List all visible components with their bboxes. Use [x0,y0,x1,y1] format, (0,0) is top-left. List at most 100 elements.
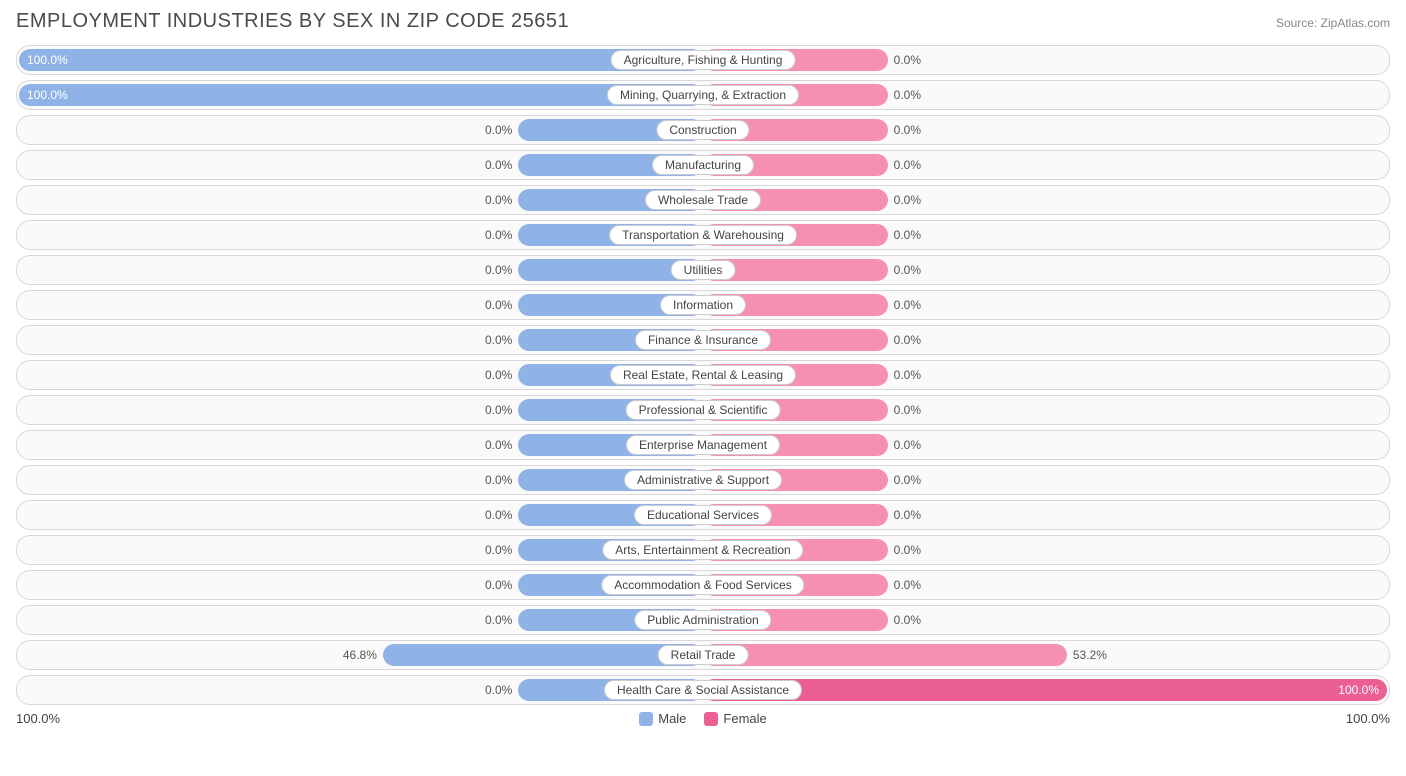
row-category-label: Information [660,295,746,315]
male-bar: 100.0% [19,49,703,71]
female-half: 0.0% [703,154,1387,176]
male-half: 0.0% [19,434,703,456]
male-half: 0.0% [19,224,703,246]
row-category-label: Mining, Quarrying, & Extraction [607,85,799,105]
chart-row: 0.0%0.0%Arts, Entertainment & Recreation [16,535,1390,565]
row-category-label: Wholesale Trade [645,190,761,210]
male-pct-label: 0.0% [485,158,512,172]
male-bar: 100.0% [19,84,703,106]
chart-title: EMPLOYMENT INDUSTRIES BY SEX IN ZIP CODE… [16,10,569,33]
axis-right-label: 100.0% [767,711,1390,726]
row-category-label: Finance & Insurance [635,330,771,350]
male-half: 0.0% [19,469,703,491]
chart-legend: Male Female [639,711,767,726]
row-category-label: Agriculture, Fishing & Hunting [611,50,796,70]
female-half: 0.0% [703,504,1387,526]
row-category-label: Health Care & Social Assistance [604,680,802,700]
male-pct-label: 0.0% [485,298,512,312]
male-pct-label: 0.0% [485,403,512,417]
female-pct-label: 0.0% [894,263,921,277]
legend-label-female: Female [723,711,766,726]
male-half: 0.0% [19,504,703,526]
male-pct-label: 0.0% [485,613,512,627]
female-pct-label: 0.0% [894,158,921,172]
chart-row: 0.0%0.0%Manufacturing [16,150,1390,180]
chart-row: 0.0%0.0%Transportation & Warehousing [16,220,1390,250]
male-bar [383,644,703,666]
female-half: 0.0% [703,189,1387,211]
female-pct-label: 0.0% [894,53,921,67]
male-half: 46.8% [19,644,703,666]
male-half: 0.0% [19,609,703,631]
male-half: 0.0% [19,679,703,701]
chart-row: 0.0% 0.0% Administrative & Support [16,465,1390,495]
chart-row: 0.0% 0.0% Information [16,290,1390,320]
row-category-label: Public Administration [634,610,771,630]
chart-row: 0.0%0.0%Enterprise Management [16,430,1390,460]
female-half: 0.0% [703,119,1387,141]
chart-header: EMPLOYMENT INDUSTRIES BY SEX IN ZIP CODE… [16,10,1390,33]
female-pct-label: 100.0% [1338,683,1379,697]
chart-footer: 100.0% Male Female 100.0% [16,711,1390,726]
diverging-bar-chart: 100.0% 0.0% Agriculture, Fishing & Hunting… [16,45,1390,705]
male-half: 0.0% [19,539,703,561]
male-half: 0.0% [19,294,703,316]
female-pct-label: 0.0% [894,193,921,207]
legend-swatch-male [639,712,653,726]
chart-row: 0.0%0.0%Professional & Scientific [16,395,1390,425]
chart-row: 46.8% 53.2% Retail Trade [16,640,1390,670]
female-half: 0.0% [703,224,1387,246]
female-pct-label: 0.0% [894,298,921,312]
legend-label-male: Male [658,711,686,726]
male-half: 0.0% [19,189,703,211]
row-category-label: Real Estate, Rental & Leasing [610,365,796,385]
row-category-label: Enterprise Management [626,435,780,455]
female-pct-label: 0.0% [894,473,921,487]
male-pct-label: 0.0% [485,263,512,277]
row-category-label: Administrative & Support [624,470,782,490]
female-half: 53.2% [703,644,1387,666]
female-half: 0.0% [703,364,1387,386]
female-pct-label: 0.0% [894,613,921,627]
female-pct-label: 0.0% [894,508,921,522]
legend-swatch-female [704,712,718,726]
female-half: 0.0% [703,49,1387,71]
male-pct-label: 0.0% [485,508,512,522]
female-half: 100.0% [703,679,1387,701]
female-pct-label: 0.0% [894,403,921,417]
male-pct-label: 0.0% [485,123,512,137]
female-pct-label: 0.0% [894,543,921,557]
male-half: 0.0% [19,329,703,351]
row-category-label: Accommodation & Food Services [601,575,804,595]
chart-row: 0.0%0.0%Real Estate, Rental & Leasing [16,360,1390,390]
female-half: 0.0% [703,469,1387,491]
axis-left-label: 100.0% [16,711,639,726]
female-pct-label: 53.2% [1073,648,1107,662]
male-half: 0.0% [19,259,703,281]
male-half: 0.0% [19,364,703,386]
male-pct-label: 100.0% [27,88,68,102]
male-pct-label: 0.0% [485,473,512,487]
female-pct-label: 0.0% [894,438,921,452]
female-half: 0.0% [703,609,1387,631]
male-pct-label: 0.0% [485,368,512,382]
female-half: 0.0% [703,399,1387,421]
male-pct-label: 100.0% [27,53,68,67]
female-pct-label: 0.0% [894,88,921,102]
row-category-label: Construction [656,120,749,140]
chart-row: 100.0% 0.0% Agriculture, Fishing & Hunting [16,45,1390,75]
male-half: 100.0% [19,84,703,106]
row-category-label: Retail Trade [658,645,749,665]
row-category-label: Transportation & Warehousing [609,225,797,245]
chart-row: 100.0% 0.0% Mining, Quarrying, & Extractio… [16,80,1390,110]
chart-row: 0.0% 0.0% Utilities [16,255,1390,285]
male-half: 0.0% [19,154,703,176]
male-pct-label: 0.0% [485,683,512,697]
female-half: 0.0% [703,574,1387,596]
row-category-label: Utilities [671,260,736,280]
male-pct-label: 0.0% [485,333,512,347]
female-pct-label: 0.0% [894,123,921,137]
male-half: 0.0% [19,399,703,421]
male-pct-label: 46.8% [343,648,377,662]
chart-row: 0.0%0.0%Finance & Insurance [16,325,1390,355]
